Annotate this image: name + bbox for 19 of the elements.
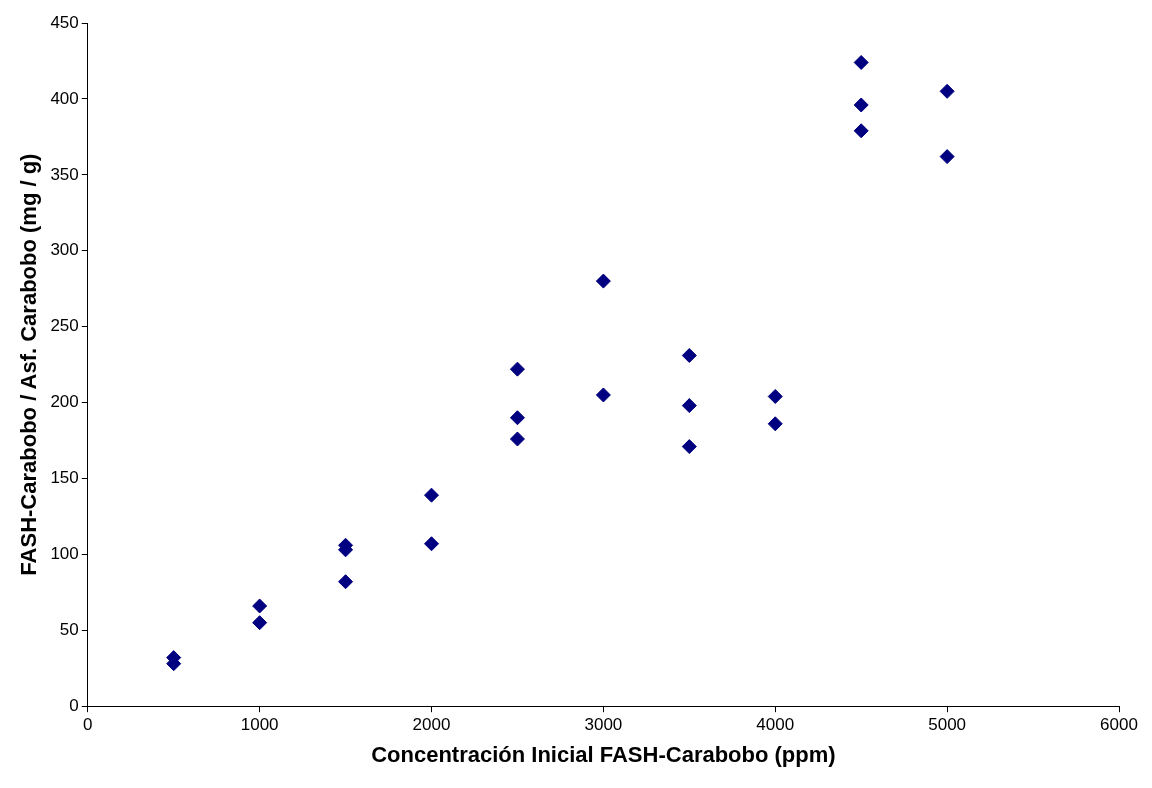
y-tick-label: 50 [59, 619, 79, 639]
x-tick-label: 5000 [928, 715, 967, 735]
x-axis-title: Concentración Inicial FASH-Carabobo (ppm) [371, 741, 836, 767]
y-tick-label: 450 [50, 12, 79, 32]
y-axis-title: FASH-Carabobo / Asf. Carabobo (mg / g) [16, 153, 42, 576]
y-tick-label: 300 [50, 240, 79, 260]
y-tick-label: 150 [50, 468, 79, 488]
y-tick-label: 0 [69, 695, 79, 715]
x-tick-label: 1000 [240, 715, 279, 735]
x-tick-label: 4000 [756, 715, 795, 735]
y-tick-label: 100 [50, 544, 79, 564]
x-tick-label: 0 [83, 715, 93, 735]
x-tick-label: 2000 [412, 715, 451, 735]
x-tick-label: 6000 [1100, 715, 1138, 735]
x-tick-label: 3000 [584, 715, 623, 735]
y-tick-label: 250 [50, 316, 79, 336]
y-tick-label: 200 [50, 392, 79, 412]
y-tick-label: 400 [50, 88, 79, 108]
y-tick-label: 350 [50, 164, 79, 184]
